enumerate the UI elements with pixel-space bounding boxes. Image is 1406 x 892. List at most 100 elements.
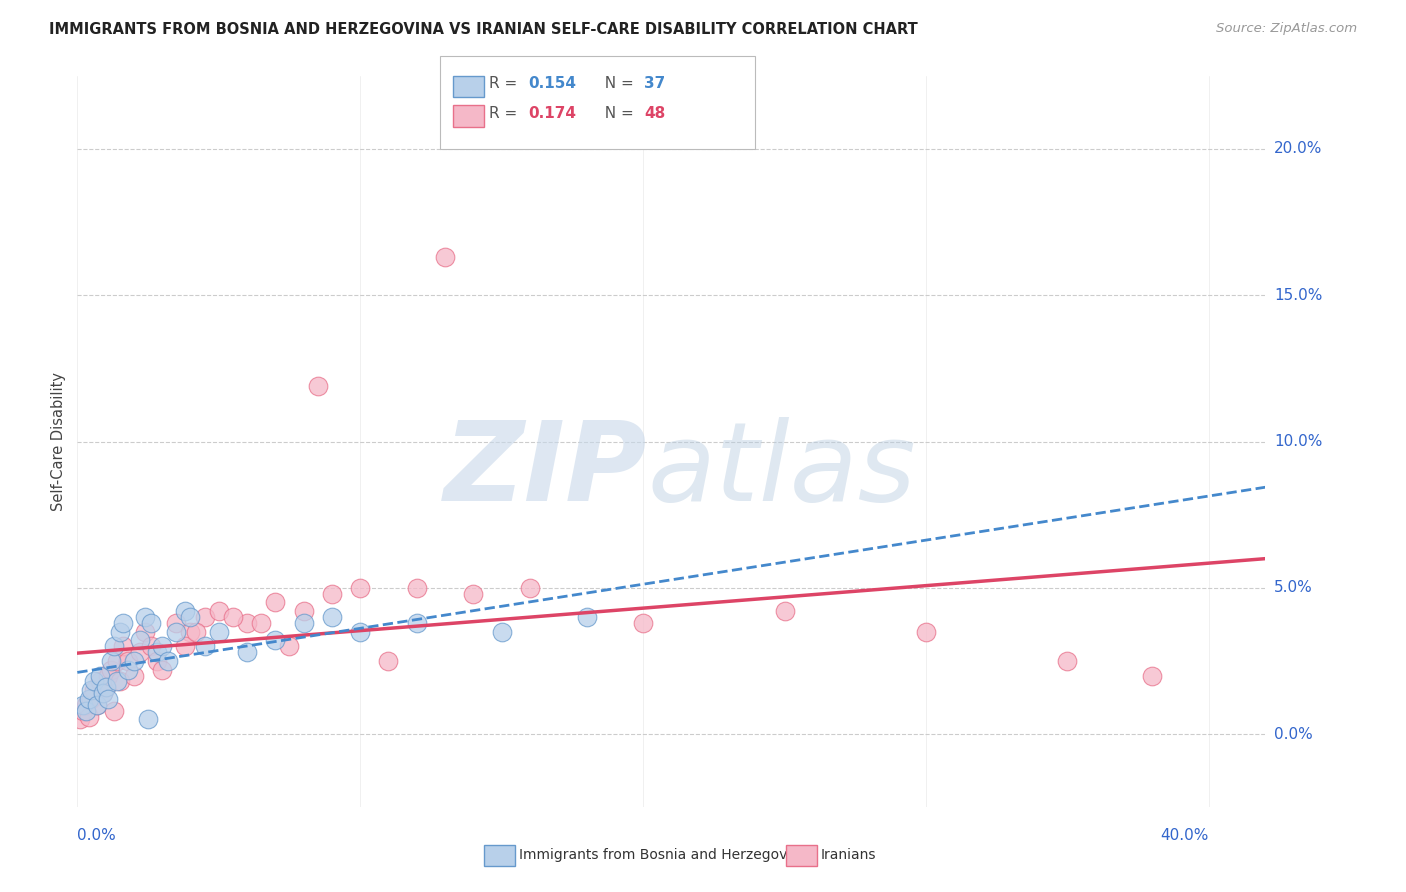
Point — [89, 668, 111, 682]
Point — [83, 674, 105, 689]
Point — [179, 610, 201, 624]
Point — [77, 692, 100, 706]
Point — [773, 604, 796, 618]
Point — [165, 624, 187, 639]
Point — [349, 581, 371, 595]
Point — [150, 663, 173, 677]
Point — [194, 640, 217, 654]
Text: 15.0%: 15.0% — [1274, 288, 1322, 302]
Point — [75, 698, 97, 712]
Point — [91, 686, 114, 700]
Point — [434, 250, 457, 264]
Point — [91, 686, 114, 700]
Text: ZIP: ZIP — [444, 417, 648, 524]
Point — [128, 645, 150, 659]
Text: 5.0%: 5.0% — [1274, 581, 1313, 595]
Text: 0.174: 0.174 — [529, 106, 576, 120]
Point — [349, 624, 371, 639]
Point — [103, 704, 125, 718]
Point — [575, 610, 598, 624]
Text: N =: N = — [595, 77, 638, 91]
Point — [173, 604, 195, 618]
Text: 40.0%: 40.0% — [1160, 828, 1209, 843]
Point — [208, 604, 231, 618]
Point — [321, 587, 343, 601]
Point — [108, 624, 131, 639]
Point — [145, 645, 167, 659]
Point — [111, 615, 134, 630]
Point — [77, 709, 100, 723]
Text: Immigrants from Bosnia and Herzegovina: Immigrants from Bosnia and Herzegovina — [519, 847, 808, 862]
Point — [165, 615, 187, 630]
Point — [94, 681, 117, 695]
Point — [186, 624, 208, 639]
Point — [136, 713, 159, 727]
Point — [83, 683, 105, 698]
Point — [292, 615, 315, 630]
Text: R =: R = — [489, 77, 523, 91]
Point — [94, 681, 117, 695]
Point — [264, 595, 287, 609]
Point — [122, 654, 145, 668]
Point — [292, 604, 315, 618]
Point — [307, 379, 329, 393]
Point — [128, 633, 150, 648]
Point — [250, 615, 273, 630]
Point — [1142, 668, 1164, 682]
Point — [194, 610, 217, 624]
Point — [631, 615, 654, 630]
Point — [915, 624, 938, 639]
Point — [405, 615, 427, 630]
Point — [491, 624, 513, 639]
Point — [69, 713, 91, 727]
Text: 20.0%: 20.0% — [1274, 142, 1322, 156]
Point — [122, 668, 145, 682]
Point — [1056, 654, 1078, 668]
Text: Iranians: Iranians — [821, 847, 876, 862]
Point — [80, 692, 103, 706]
Text: R =: R = — [489, 106, 523, 120]
Point — [179, 624, 201, 639]
Point — [145, 654, 167, 668]
Point — [75, 704, 97, 718]
Point — [89, 674, 111, 689]
Text: N =: N = — [595, 106, 638, 120]
Point — [236, 645, 259, 659]
Text: 10.0%: 10.0% — [1274, 434, 1322, 449]
Text: 48: 48 — [644, 106, 665, 120]
Point — [519, 581, 541, 595]
Point — [150, 640, 173, 654]
Point — [105, 654, 128, 668]
Point — [97, 668, 120, 682]
Point — [97, 692, 120, 706]
Point — [134, 610, 156, 624]
Point — [321, 610, 343, 624]
Point — [236, 615, 259, 630]
Point — [264, 633, 287, 648]
Point — [86, 698, 108, 712]
Point — [134, 624, 156, 639]
Point — [139, 640, 162, 654]
Point — [156, 654, 179, 668]
Point — [377, 654, 399, 668]
Point — [139, 615, 162, 630]
Point — [405, 581, 427, 595]
Point — [72, 704, 94, 718]
Point — [117, 654, 139, 668]
Point — [117, 663, 139, 677]
Text: 0.0%: 0.0% — [1274, 727, 1313, 741]
Y-axis label: Self-Care Disability: Self-Care Disability — [51, 372, 66, 511]
Text: atlas: atlas — [648, 417, 917, 524]
Text: Source: ZipAtlas.com: Source: ZipAtlas.com — [1216, 22, 1357, 36]
Point — [80, 683, 103, 698]
Point — [105, 674, 128, 689]
Point — [103, 640, 125, 654]
Point — [111, 640, 134, 654]
Text: 37: 37 — [644, 77, 665, 91]
Point — [86, 698, 108, 712]
Text: 0.154: 0.154 — [529, 77, 576, 91]
Point — [100, 654, 122, 668]
Text: 0.0%: 0.0% — [77, 828, 117, 843]
Point — [278, 640, 301, 654]
Point — [72, 698, 94, 712]
